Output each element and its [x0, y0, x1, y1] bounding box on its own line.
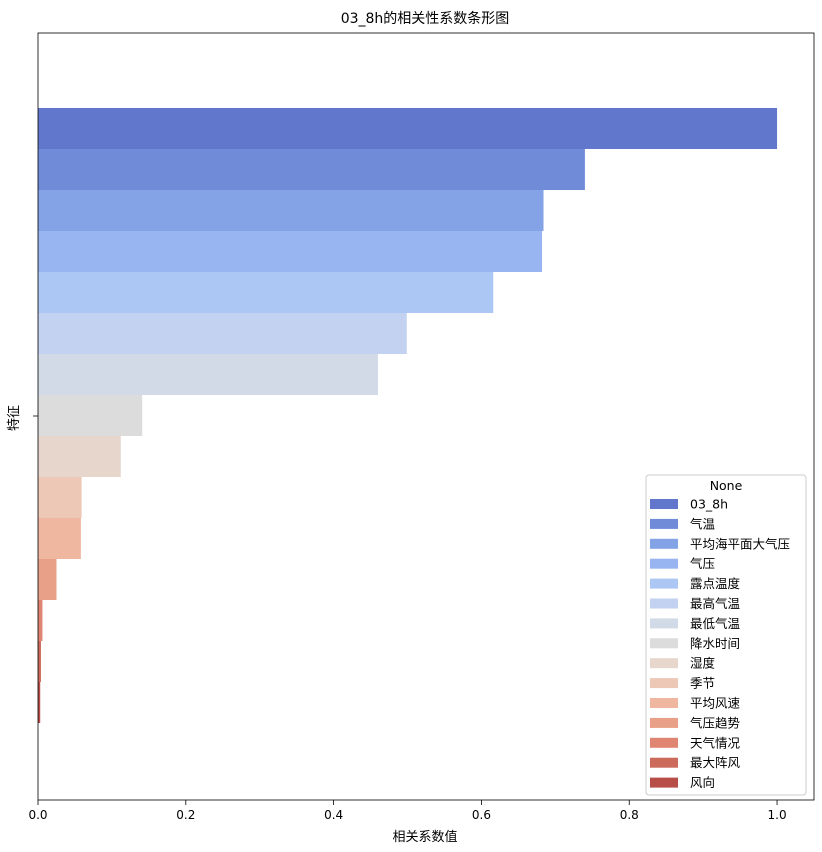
- legend-label-11: 平均风速: [690, 696, 741, 711]
- legend: None 03_8h 气温平均海平面大气压气压露点温度最高气温最低气温降水时间湿度…: [645, 474, 807, 796]
- legend-label-15: 风向: [690, 775, 715, 790]
- legend-swatch-10: [650, 678, 678, 689]
- legend-label-10: 季节: [690, 676, 715, 691]
- bar-9: [38, 436, 121, 477]
- legend-frame: [645, 474, 807, 796]
- bar-15: [38, 682, 41, 723]
- legend-swatch-5: [650, 578, 678, 589]
- legend-title: None: [710, 478, 743, 493]
- legend-swatch-9: [650, 658, 678, 669]
- bar-13: [38, 600, 43, 641]
- legend-label-5: 露点温度: [690, 576, 741, 591]
- legend-swatch-12: [650, 717, 678, 728]
- legend-label-2: 气温: [690, 516, 716, 531]
- x-tick-label: 0.6: [472, 808, 491, 822]
- legend-swatch-8: [650, 638, 678, 649]
- legend-items: 03_8h 气温平均海平面大气压气压露点温度最高气温最低气温降水时间湿度季节平均风…: [650, 497, 790, 790]
- x-tick-label: 0.2: [176, 808, 195, 822]
- legend-swatch-14: [650, 757, 678, 768]
- x-tick-label: 0.8: [620, 808, 639, 822]
- bar-10: [38, 477, 82, 518]
- bar-14: [38, 641, 41, 682]
- bar-5: [38, 272, 494, 313]
- legend-swatch-15: [650, 777, 678, 788]
- x-axis-label: 相关系数值: [392, 829, 457, 845]
- x-tick-label: 0.0: [28, 808, 47, 822]
- legend-swatch-6: [650, 598, 678, 609]
- bar-11: [38, 518, 81, 559]
- legend-label-3: 平均海平面大气压: [690, 536, 790, 551]
- bar-8: [38, 395, 143, 436]
- legend-swatch-3: [650, 538, 678, 549]
- legend-swatch-1: [650, 499, 678, 509]
- x-axis-ticks: 0.0 0.2 0.4 0.6 0.8 1.0: [28, 800, 787, 822]
- bar-6: [38, 313, 407, 354]
- bar-7: [38, 354, 378, 395]
- plot-frame: [37, 32, 815, 801]
- bar-2: [38, 149, 585, 190]
- bar-4: [38, 231, 543, 272]
- legend-label-4: 气压: [690, 556, 715, 571]
- chart-title: 03_8h的相关性系数条形图: [341, 10, 510, 27]
- legend-label-13: 天气情况: [690, 735, 741, 750]
- legend-swatch-4: [650, 558, 678, 569]
- legend-swatch-7: [650, 618, 678, 629]
- legend-swatch-11: [650, 698, 678, 708]
- y-axis-label: 特征: [7, 405, 22, 431]
- legend-label-9: 湿度: [690, 656, 716, 671]
- legend-swatch-13: [650, 737, 678, 748]
- legend-label-14: 最大阵风: [690, 755, 741, 770]
- legend-label-8: 降水时间: [690, 636, 740, 651]
- bar-3: [38, 190, 544, 231]
- x-tick-label: 0.4: [324, 808, 343, 822]
- legend-swatch-2: [650, 518, 678, 529]
- legend-label-1: 03_8h: [690, 497, 728, 512]
- legend-label-12: 气压趋势: [690, 715, 741, 730]
- legend-label-7: 最低气温: [690, 616, 741, 631]
- bar-12: [38, 559, 57, 600]
- x-tick-label: 1.0: [768, 808, 787, 822]
- bars-group: [38, 108, 778, 723]
- bar-1: [38, 108, 778, 149]
- legend-label-6: 最高气温: [690, 596, 741, 611]
